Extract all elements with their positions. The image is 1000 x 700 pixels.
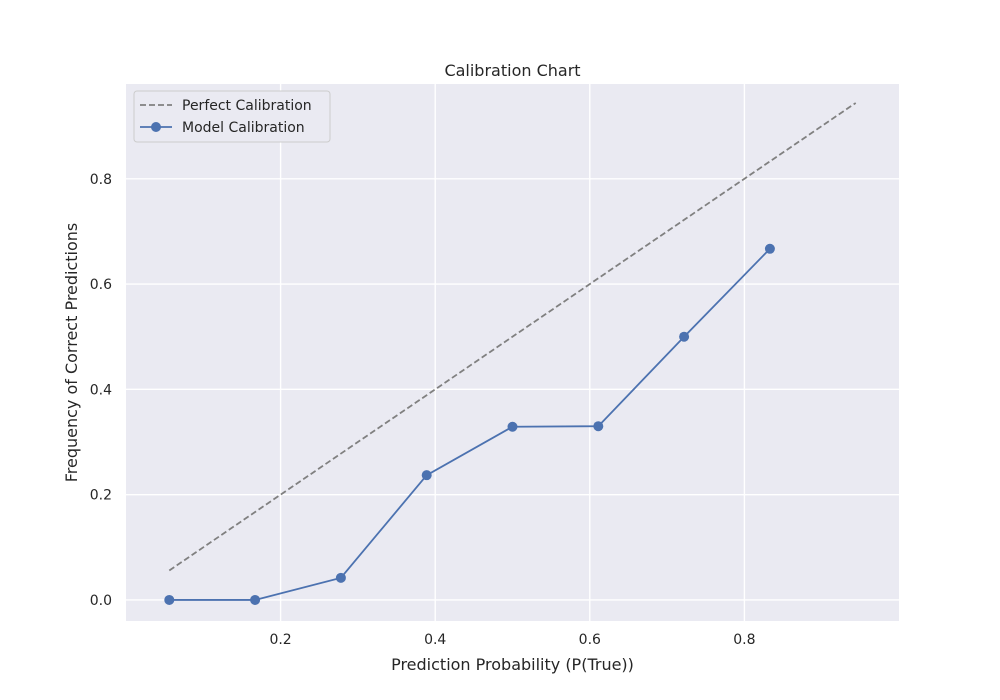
x-tick-label: 0.4 xyxy=(424,632,446,648)
y-tick-label: 0.8 xyxy=(90,172,112,188)
legend-model-marker xyxy=(151,122,161,132)
y-tick-label: 0.4 xyxy=(90,382,112,398)
model-calibration-point xyxy=(593,421,604,432)
x-tick-label: 0.8 xyxy=(733,632,755,648)
x-tick-label: 0.2 xyxy=(269,632,291,648)
series-layer xyxy=(164,102,857,605)
legend-model-label: Model Calibration xyxy=(182,120,305,136)
chart-title: Calibration Chart xyxy=(444,61,580,80)
model-calibration-point xyxy=(250,594,261,605)
model-calibration-point xyxy=(507,421,518,432)
model-calibration-line xyxy=(169,248,771,601)
y-tick-label: 0.2 xyxy=(90,488,112,504)
legend-perfect-label: Perfect Calibration xyxy=(182,98,312,114)
y-tick-label: 0.6 xyxy=(90,277,112,293)
plot-area xyxy=(126,84,899,621)
model-calibration-point xyxy=(335,572,346,583)
model-calibration-point xyxy=(764,243,775,254)
legend: Perfect Calibration Model Calibration xyxy=(133,90,331,143)
perfect-calibration-line xyxy=(168,102,857,572)
y-axis-label: Frequency of Correct Predictions xyxy=(62,223,81,483)
model-calibration-point xyxy=(421,470,432,481)
model-calibration-point xyxy=(679,331,690,342)
x-axis-label: Prediction Probability (P(True)) xyxy=(391,655,634,674)
y-tick-label: 0.0 xyxy=(90,593,112,609)
legend-box xyxy=(133,90,331,143)
model-calibration-point xyxy=(164,594,175,605)
ticks: 0.2 0.4 0.6 0.8 0.0 0.2 0.4 0.6 0.8 xyxy=(90,172,756,648)
x-tick-label: 0.6 xyxy=(579,632,601,648)
